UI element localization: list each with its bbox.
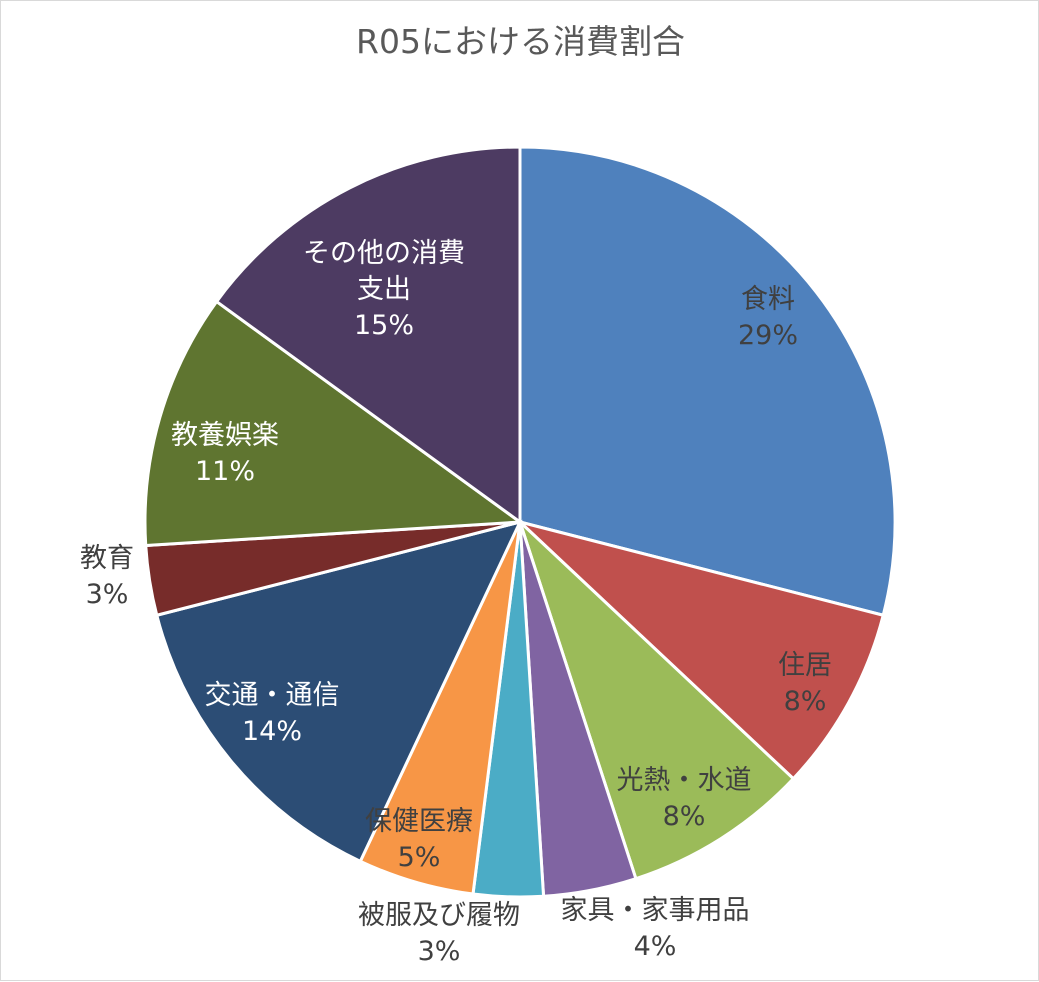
slice-label-8: 教育 3% bbox=[80, 543, 134, 610]
slice-label-7: 交通・通信 14% bbox=[205, 680, 340, 747]
slice-label-9: 教養娯楽 11% bbox=[171, 420, 279, 487]
slice-label-1: 食料 29% bbox=[738, 284, 798, 351]
pie-slice-2 bbox=[518, 520, 886, 781]
pie-slice-3 bbox=[518, 520, 796, 881]
pie-slice-7 bbox=[154, 519, 523, 864]
slice-label-5: 被服及び履物 3% bbox=[358, 900, 520, 967]
slice-label-4: 家具・家事用品 4% bbox=[561, 895, 750, 962]
pie-slice-1 bbox=[518, 145, 897, 618]
slice-label-3: 光熱・水道 8% bbox=[617, 765, 752, 832]
pie-slice-9 bbox=[143, 299, 525, 548]
slice-label-2: 住居 8% bbox=[778, 650, 832, 717]
chart-title: R05における消費割合 bbox=[356, 22, 685, 61]
slice-label-10: その他の消費支出 15% bbox=[303, 238, 465, 341]
slice-label-6: 保健医療 5% bbox=[365, 806, 473, 873]
pie-slice-10 bbox=[214, 145, 522, 525]
